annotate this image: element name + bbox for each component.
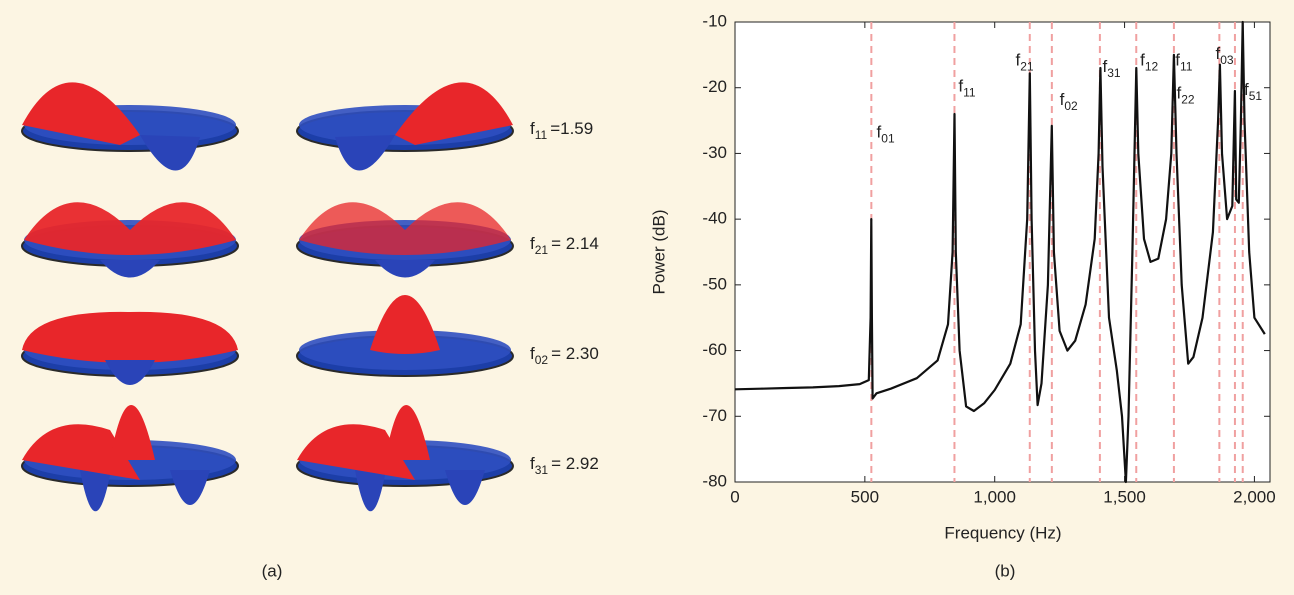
y-axis-label: Power (dB) [649,209,668,294]
label-subscript: 21 [535,243,549,257]
x-tick-label: 2,000 [1233,487,1276,506]
label-subscript: 22 [1181,92,1195,106]
mode-label: f21 = 2.14 [530,234,599,257]
label-value: = 2.30 [551,344,599,363]
x-tick-label: 500 [851,487,879,506]
mode-label: f11 =1.59 [530,119,593,142]
label-letter: f [1060,90,1065,109]
lobe-blue [355,470,385,512]
lobe-red [370,295,440,354]
label-subscript: 02 [1064,99,1078,113]
label-subscript: 31 [535,463,549,477]
label-letter: f [530,454,535,473]
peak-label: f12 [1140,51,1158,74]
peak-label: f11 [958,77,976,100]
y-tick-label: -30 [702,143,727,162]
label-letter: f [1102,57,1107,76]
y-tick-label: -80 [702,471,727,490]
label-letter: f [530,119,535,138]
lobe-blue [80,470,110,512]
peak-label: f02 [1060,90,1078,113]
lobe-red [385,405,430,460]
peak-label: f01 [877,123,895,146]
y-tick-label: -70 [702,406,727,425]
x-tick-label: 1,500 [1103,487,1146,506]
lobe-blue [100,260,160,278]
label-subscript: 03 [1220,53,1234,67]
peak-label: f03 [1215,44,1233,67]
lobe-red [395,82,513,145]
label-value: =1.59 [550,119,593,138]
label-letter: f [1215,44,1220,63]
label-value: = 2.14 [551,234,599,253]
label-letter: f [1140,51,1145,70]
spectrum-line [734,20,1266,484]
label-letter: f [877,123,882,142]
label-subscript: 51 [1249,89,1263,103]
label-subscript: 11 [1180,60,1193,74]
label-letter: f [1244,80,1249,99]
lobe-red [22,82,140,145]
label-letter: f [958,77,963,96]
mode-label: f31 = 2.92 [530,454,599,477]
x-tick-label: 1,000 [973,487,1016,506]
lobe-blue [445,470,485,505]
peak-label: f22 [1177,84,1195,107]
label-subscript: 12 [1145,60,1159,74]
peak-label: f31 [1102,57,1120,80]
label-subscript: 02 [535,353,549,367]
x-tick-label: 0 [730,487,739,506]
lobe-blue [105,360,155,385]
label-letter: f [530,344,535,363]
label-subscript: 01 [881,132,895,146]
label-letter: f [1015,51,1020,70]
label-subscript: 31 [1107,66,1121,80]
peak-label: f11 [1175,51,1193,74]
lobe-blue [140,135,200,171]
y-tick-label: -20 [702,77,727,96]
label-subscript: 21 [1020,60,1034,74]
lobe-red [22,424,140,480]
peak-label: f21 [1015,51,1033,74]
lobe-red [22,311,238,363]
label-value: = 2.92 [551,454,599,473]
lobe-red [297,424,415,480]
panel-caption: (b) [995,561,1016,580]
mode-label: f02 = 2.30 [530,344,599,367]
label-subscript: 11 [535,128,548,142]
peak-label: f51 [1244,80,1262,103]
lobe-blue [170,470,210,505]
label-letter: f [530,234,535,253]
label-subscript: 11 [963,86,976,100]
y-tick-label: -40 [702,209,727,228]
plot-area [734,21,1271,483]
panel-caption: (a) [262,561,283,580]
lobe-red [24,202,236,255]
lobe-red [299,202,511,255]
label-letter: f [1177,84,1182,103]
lobe-red [110,405,155,460]
lobe-blue [375,260,435,278]
label-letter: f [1175,51,1180,70]
y-tick-label: -60 [702,340,727,359]
y-tick-label: -50 [702,274,727,293]
x-axis-label: Frequency (Hz) [944,523,1061,542]
lobe-blue [335,135,395,171]
y-tick-label: -10 [702,11,727,30]
